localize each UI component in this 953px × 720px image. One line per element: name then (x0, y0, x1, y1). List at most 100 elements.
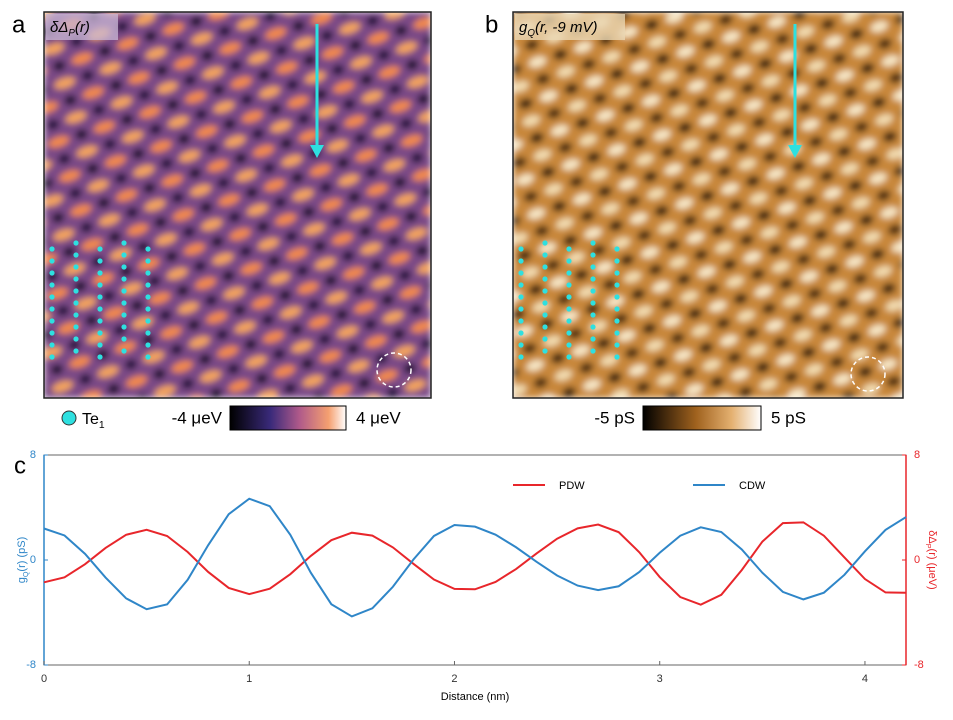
atom-dot (566, 258, 572, 264)
x-tick-label: 2 (451, 673, 457, 685)
atom-dot (49, 246, 55, 252)
atom-dot (518, 354, 524, 360)
atom-dot (97, 318, 103, 324)
atom-dot (566, 342, 572, 348)
panel-label: δΔP(r) (50, 19, 90, 39)
atom-dot (49, 330, 55, 336)
y2-tick-label: -8 (914, 659, 924, 671)
atom-dot (614, 282, 620, 288)
text-part: 1 (99, 420, 105, 431)
atom-dot (614, 294, 620, 300)
atom-dot (97, 354, 103, 360)
map-a (44, 12, 431, 398)
atom-dot (590, 336, 596, 342)
atom-dot (566, 282, 572, 288)
atom-dot (542, 252, 548, 258)
atom-dot (97, 294, 103, 300)
atom-dot (566, 318, 572, 324)
x-tick-label: 3 (657, 673, 663, 685)
atom-dot (590, 300, 596, 306)
colorbar (229, 405, 347, 431)
atom-dot (542, 264, 548, 270)
atom-dot (97, 330, 103, 336)
map-frame (512, 11, 904, 399)
atom-dot (49, 318, 55, 324)
atom-dot (49, 258, 55, 264)
atom-dot (145, 258, 151, 264)
y2-tick-label: 0 (914, 554, 920, 566)
atom-dot (614, 258, 620, 264)
panel-letter: a (12, 11, 26, 38)
atom-dot (590, 264, 596, 270)
text-part: Q (527, 28, 535, 39)
atom-dot (121, 336, 127, 342)
panel-label: gQ(r, -9 mV) (519, 19, 597, 39)
atom-dot (145, 306, 151, 312)
atom-dot (73, 312, 79, 318)
map-b (513, 12, 903, 398)
atom-dot (590, 252, 596, 258)
atom-dot (73, 276, 79, 282)
y-tick-label: 8 (30, 449, 36, 461)
y-tick-label: -8 (26, 659, 36, 671)
y2-axis-label: δΔP(r) (μeV) (924, 530, 938, 589)
x-tick-label: 0 (41, 673, 47, 685)
atom-dots (49, 240, 151, 360)
atom-dot (121, 348, 127, 354)
atom-dot (145, 282, 151, 288)
colorbar-max: 5 pS (771, 408, 806, 427)
atom-dot (518, 270, 524, 276)
atom-dot (97, 342, 103, 348)
atom-dot (614, 354, 620, 360)
atom-dot (614, 246, 620, 252)
text-part: δΔ (926, 530, 938, 544)
atom-dot (49, 270, 55, 276)
atom-dot (542, 276, 548, 282)
atom-dot (97, 270, 103, 276)
arrow-head (788, 145, 802, 158)
atom-dot (121, 240, 127, 246)
atom-dot (121, 324, 127, 330)
atom-dot (566, 246, 572, 252)
text-part: (r) (μeV) (926, 549, 938, 590)
atom-dot (566, 294, 572, 300)
atom-dot (97, 246, 103, 252)
atom-dot (97, 306, 103, 312)
text-part: g (519, 19, 528, 36)
atom-dot (590, 348, 596, 354)
atom-dot (518, 246, 524, 252)
atom-dot (518, 282, 524, 288)
atom-dot (518, 294, 524, 300)
atom-dot (145, 270, 151, 276)
atom-dot (121, 264, 127, 270)
atom-dot (590, 240, 596, 246)
text-part: P (68, 28, 75, 39)
atom-dot (542, 300, 548, 306)
atom-dot (614, 318, 620, 324)
atom-dot (518, 342, 524, 348)
atom-dot (590, 276, 596, 282)
atom-dot (518, 330, 524, 336)
atom-dot (97, 282, 103, 288)
atom-dot (49, 306, 55, 312)
atom-dot (145, 330, 151, 336)
atom-dot (145, 342, 151, 348)
atom-dot (73, 264, 79, 270)
panel-letter: b (485, 11, 498, 38)
x-tick-label: 4 (862, 673, 868, 685)
y2-tick-label: 8 (914, 449, 920, 461)
atom-dot (73, 240, 79, 246)
atom-dot (614, 306, 620, 312)
y-axis-label: gQ(r) (pS) (16, 537, 30, 584)
atom-dot (614, 270, 620, 276)
panel-letter: c (14, 452, 26, 479)
dashed-circle (850, 356, 886, 392)
atom-dot (121, 276, 127, 282)
map-frame (43, 11, 432, 399)
atom-dot (542, 240, 548, 246)
text-part: (r) (pS) (16, 537, 28, 572)
chart: 0 1 2 3 4 -8 0 8 -8 0 8 Distance (nm) PDW CDW (26, 449, 924, 703)
atom-dot (145, 318, 151, 324)
atom-dot (590, 288, 596, 294)
